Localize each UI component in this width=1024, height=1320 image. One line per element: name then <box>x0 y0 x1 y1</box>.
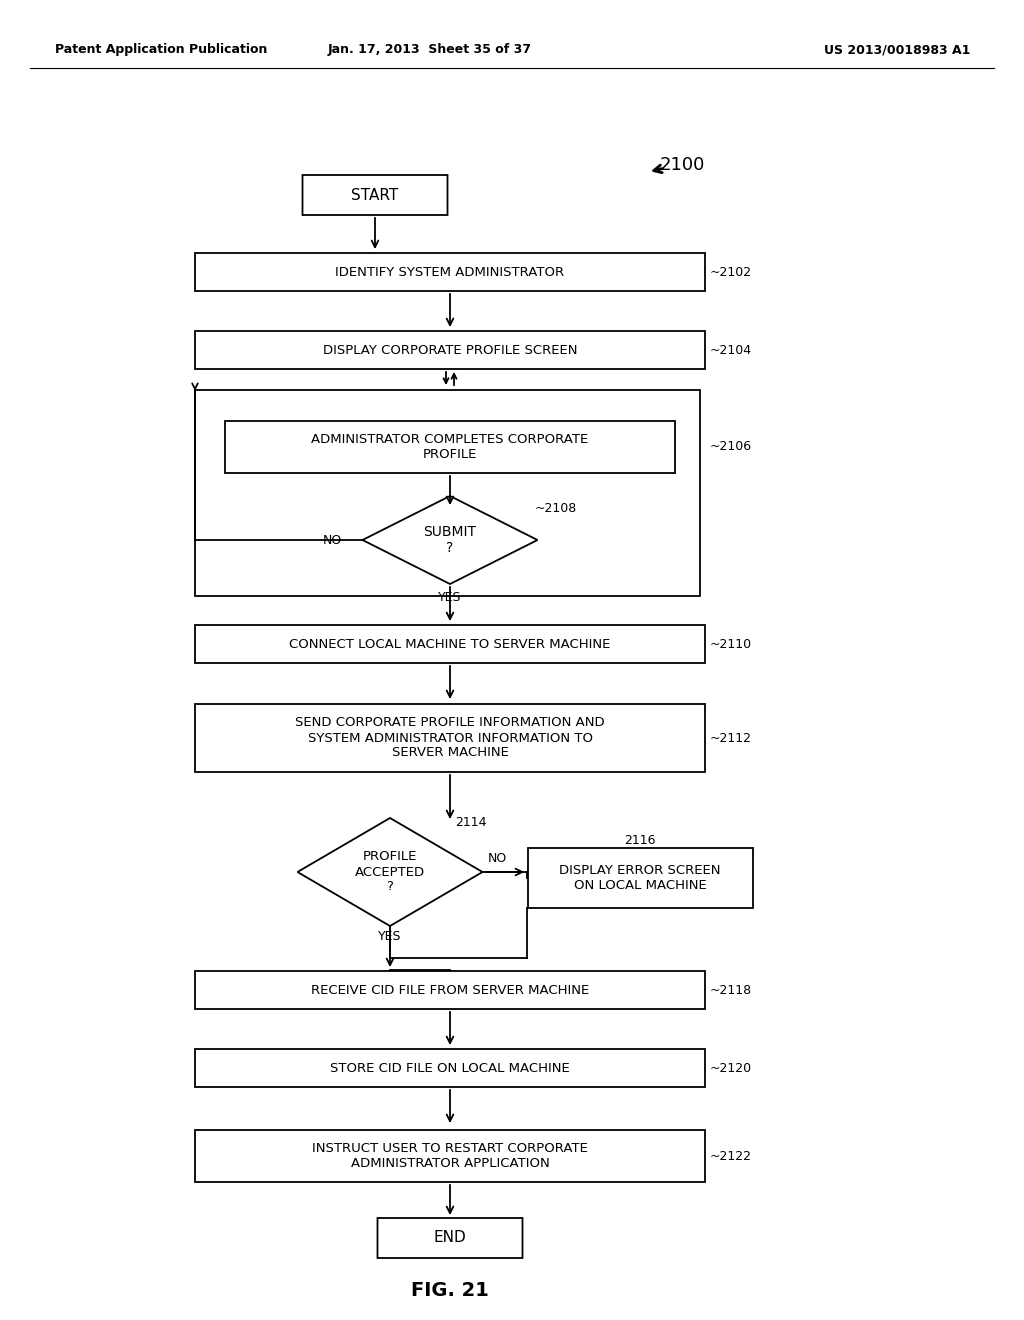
Text: ~2106: ~2106 <box>710 441 752 454</box>
Text: YES: YES <box>438 591 462 605</box>
Text: STORE CID FILE ON LOCAL MACHINE: STORE CID FILE ON LOCAL MACHINE <box>330 1061 570 1074</box>
Text: FIG. 21: FIG. 21 <box>411 1280 488 1299</box>
Text: END: END <box>433 1230 466 1246</box>
Text: ~2120: ~2120 <box>710 1061 752 1074</box>
Text: 2100: 2100 <box>660 156 706 174</box>
Text: Jan. 17, 2013  Sheet 35 of 37: Jan. 17, 2013 Sheet 35 of 37 <box>328 44 532 57</box>
Text: DISPLAY CORPORATE PROFILE SCREEN: DISPLAY CORPORATE PROFILE SCREEN <box>323 343 578 356</box>
FancyBboxPatch shape <box>378 1218 522 1258</box>
FancyBboxPatch shape <box>195 704 705 772</box>
Polygon shape <box>298 818 482 927</box>
Text: PROFILE
ACCEPTED
?: PROFILE ACCEPTED ? <box>355 850 425 894</box>
FancyBboxPatch shape <box>195 972 705 1008</box>
Text: CONNECT LOCAL MACHINE TO SERVER MACHINE: CONNECT LOCAL MACHINE TO SERVER MACHINE <box>290 638 610 651</box>
FancyBboxPatch shape <box>195 253 705 290</box>
Polygon shape <box>362 496 538 583</box>
Text: ADMINISTRATOR COMPLETES CORPORATE
PROFILE: ADMINISTRATOR COMPLETES CORPORATE PROFIL… <box>311 433 589 461</box>
Text: ~2104: ~2104 <box>710 343 752 356</box>
FancyBboxPatch shape <box>195 624 705 663</box>
FancyBboxPatch shape <box>195 331 705 370</box>
Text: SUBMIT
?: SUBMIT ? <box>424 525 476 556</box>
Text: NO: NO <box>488 851 507 865</box>
Text: ~2110: ~2110 <box>710 638 752 651</box>
Text: NO: NO <box>323 533 342 546</box>
Text: ~2118: ~2118 <box>710 983 752 997</box>
Text: START: START <box>351 187 398 202</box>
FancyBboxPatch shape <box>195 1049 705 1086</box>
Text: ~2112: ~2112 <box>710 731 752 744</box>
Text: IDENTIFY SYSTEM ADMINISTRATOR: IDENTIFY SYSTEM ADMINISTRATOR <box>336 265 564 279</box>
Text: US 2013/0018983 A1: US 2013/0018983 A1 <box>823 44 970 57</box>
Text: INSTRUCT USER TO RESTART CORPORATE
ADMINISTRATOR APPLICATION: INSTRUCT USER TO RESTART CORPORATE ADMIN… <box>312 1142 588 1170</box>
FancyBboxPatch shape <box>195 389 700 597</box>
FancyBboxPatch shape <box>195 1130 705 1181</box>
Text: DISPLAY ERROR SCREEN
ON LOCAL MACHINE: DISPLAY ERROR SCREEN ON LOCAL MACHINE <box>559 865 721 892</box>
FancyBboxPatch shape <box>527 847 753 908</box>
Text: Patent Application Publication: Patent Application Publication <box>55 44 267 57</box>
Text: ~2108: ~2108 <box>535 502 578 515</box>
Text: ~2122: ~2122 <box>710 1150 752 1163</box>
Text: RECEIVE CID FILE FROM SERVER MACHINE: RECEIVE CID FILE FROM SERVER MACHINE <box>311 983 589 997</box>
Text: 2114: 2114 <box>455 816 486 829</box>
Text: 2116: 2116 <box>625 833 655 846</box>
FancyBboxPatch shape <box>225 421 675 473</box>
FancyBboxPatch shape <box>302 176 447 215</box>
Text: SEND CORPORATE PROFILE INFORMATION AND
SYSTEM ADMINISTRATOR INFORMATION TO
SERVE: SEND CORPORATE PROFILE INFORMATION AND S… <box>295 717 605 759</box>
Text: YES: YES <box>378 931 401 942</box>
Text: ~2102: ~2102 <box>710 265 752 279</box>
